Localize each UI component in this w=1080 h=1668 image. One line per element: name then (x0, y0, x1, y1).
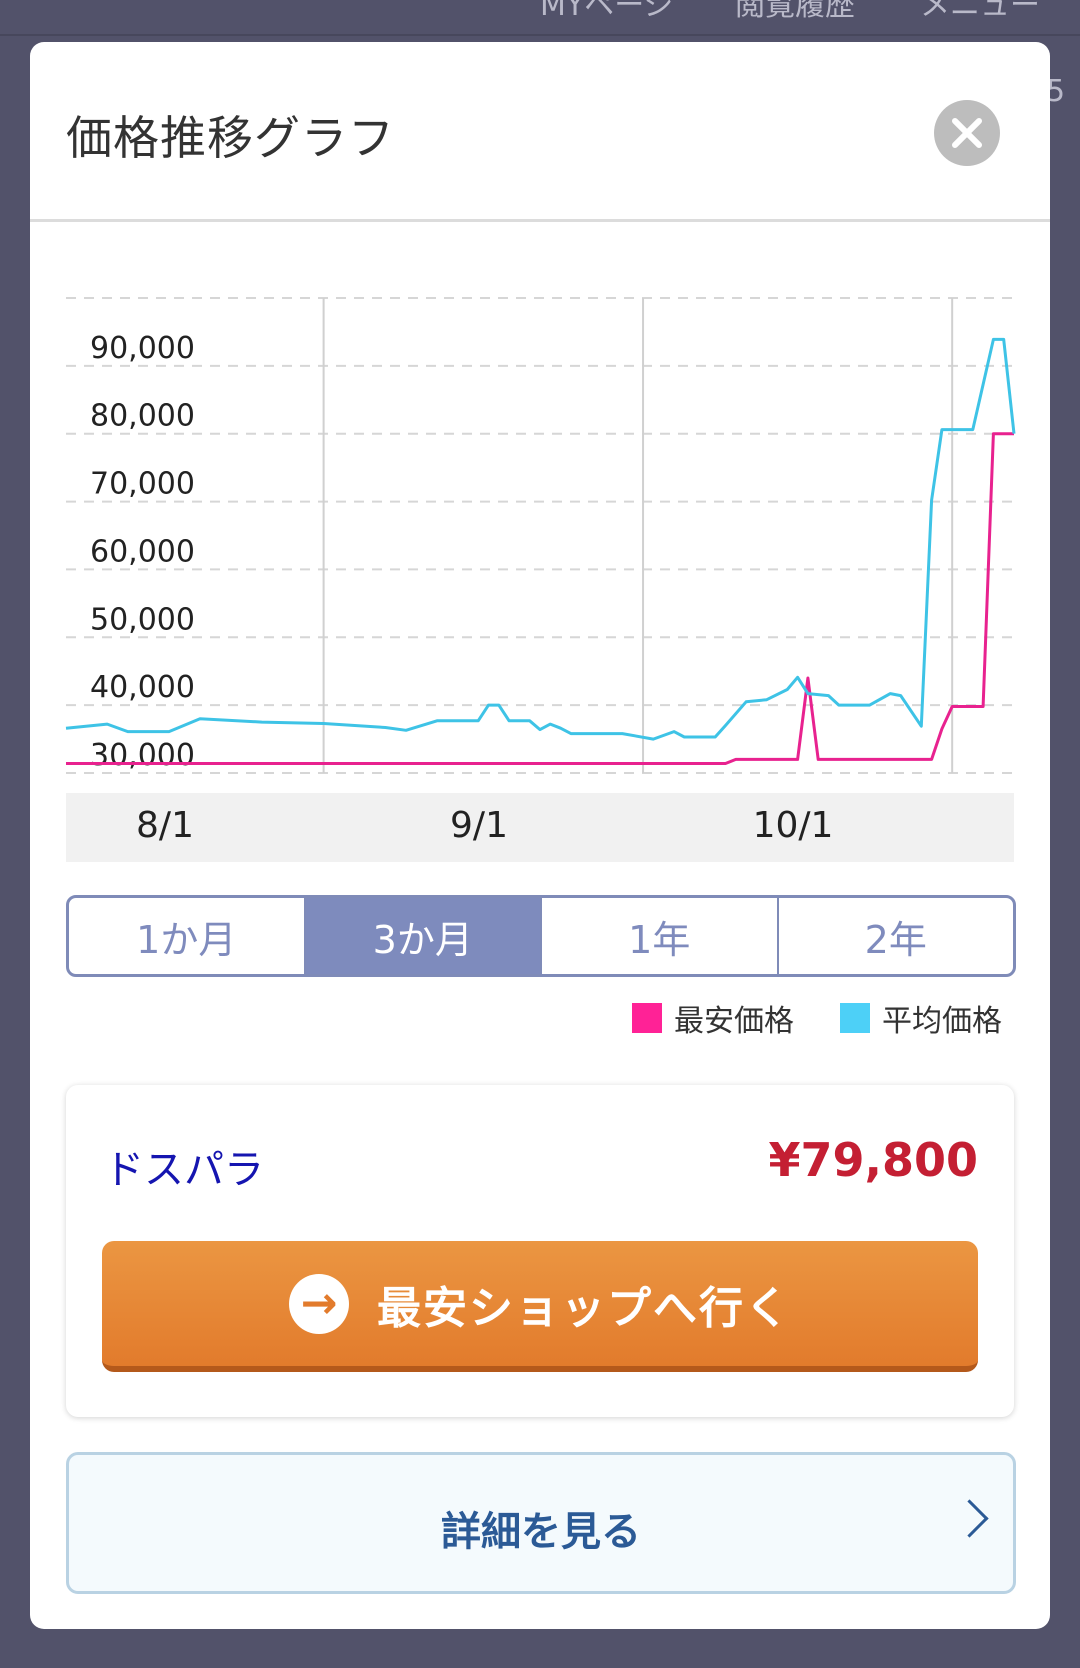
tab-1-month[interactable]: 1か月 (136, 917, 237, 962)
modal-header: 価格推移グラフ (30, 42, 1050, 222)
x-axis-band: 8/1 9/1 10/1 (66, 793, 1014, 862)
shop-name-link[interactable]: ドスパラ (104, 1147, 264, 1193)
nav-menu[interactable]: メニュー (920, 0, 1040, 23)
background-nav: MYページ 閲覧履歴 メニュー (0, 0, 1080, 36)
lowest-price-line (66, 432, 1014, 765)
tab-3-months[interactable]: 3か月 (303, 898, 540, 974)
y-tick-label: 90,000 (90, 331, 195, 366)
legend-swatch-pink (632, 1003, 662, 1033)
view-details-label: 詳細を見る (441, 1509, 641, 1555)
price-graph-modal: 価格推移グラフ 90,000 80,000 70,000 60,000 50,000 40… (30, 42, 1050, 1629)
tab-2-years[interactable]: 2年 (776, 898, 1014, 974)
arrow-right-circle-icon: → (289, 1273, 349, 1334)
x-tick-label: 10/1 (752, 805, 834, 846)
go-to-cheapest-shop-button[interactable]: → 最安ショップへ行く (102, 1241, 978, 1372)
y-tick-label: 40,000 (90, 670, 195, 705)
x-tick-label: 8/1 (136, 805, 194, 846)
tab-1-year[interactable]: 1年 (540, 898, 777, 974)
legend-label: 最安価格 (674, 1004, 794, 1039)
background-text: 5 (1046, 74, 1066, 109)
legend-lowest-price: 最安価格 (632, 996, 794, 1040)
y-tick-label: 60,000 (90, 534, 195, 569)
y-tick-label: 70,000 (90, 467, 195, 502)
y-tick-label: 80,000 (90, 399, 195, 434)
y-tick-label: 30,000 (90, 738, 195, 773)
close-icon[interactable] (934, 100, 1000, 166)
price-chart: 90,000 80,000 70,000 60,000 50,000 40,000 30,0… (65, 297, 1016, 774)
legend-swatch-cyan (840, 1003, 870, 1033)
shop-card: ドスパラ ¥79,800 → 最安ショップへ行く (66, 1085, 1014, 1417)
view-details-button[interactable]: 詳細を見る (66, 1452, 1016, 1594)
average-price-line (65, 337, 1016, 741)
go-button-label: 最安ショップへ行く (377, 1282, 791, 1334)
y-tick-label: 50,000 (90, 602, 195, 637)
x-tick-label: 9/1 (450, 805, 508, 846)
legend-average-price: 平均価格 (840, 996, 1002, 1040)
nav-mypage[interactable]: MYページ (540, 0, 674, 23)
modal-title: 価格推移グラフ (66, 111, 395, 165)
legend-label: 平均価格 (882, 1004, 1002, 1039)
nav-history[interactable]: 閲覧履歴 (735, 0, 855, 23)
lowest-price: ¥79,800 (768, 1133, 978, 1187)
period-selector: 1か月 3か月 1年 2年 (66, 895, 1016, 977)
